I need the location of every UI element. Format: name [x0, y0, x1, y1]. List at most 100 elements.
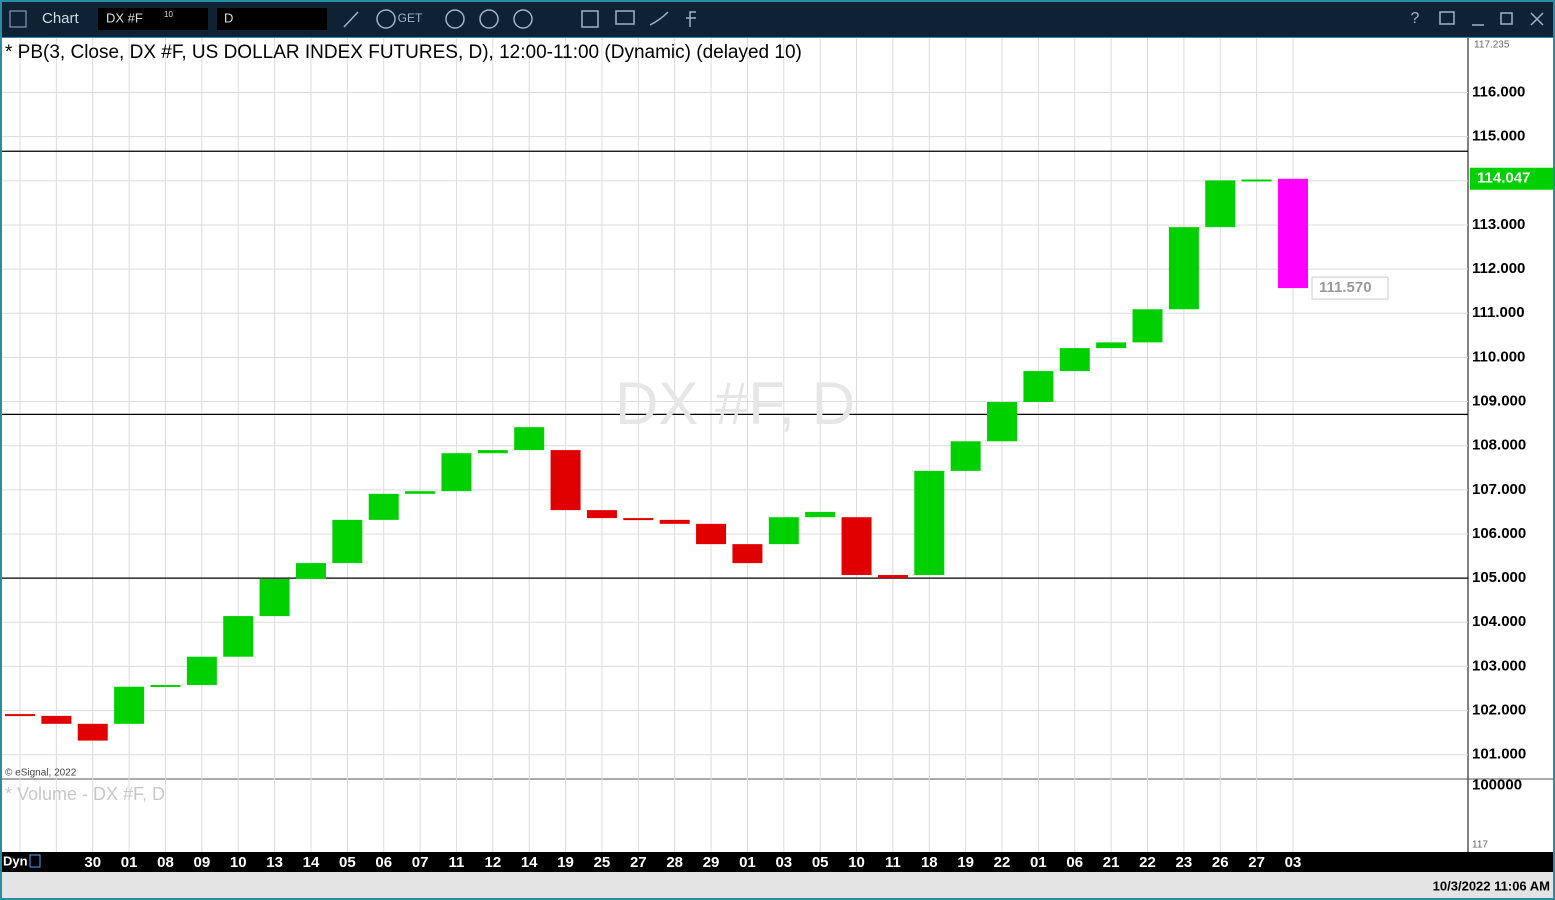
y-tick-label: 104.000 [1472, 613, 1526, 630]
x-tick-label: 13 [266, 854, 283, 871]
last-value-box [1470, 167, 1553, 190]
last-value-label: 114.047 [1477, 170, 1530, 187]
x-tick-label: 06 [375, 854, 392, 871]
study-icon[interactable] [376, 9, 396, 29]
a-icon[interactable] [513, 9, 533, 29]
restore-icon[interactable] [1500, 12, 1513, 25]
get-button[interactable]: GET [398, 11, 423, 25]
x-tick-label: 11 [885, 854, 901, 871]
x-tick-label: 14 [521, 854, 538, 871]
x-tick-label: 06 [1066, 854, 1083, 871]
brick [659, 519, 690, 524]
chart-icon[interactable] [9, 10, 27, 28]
brick [623, 518, 654, 521]
x-tick-label: 14 [303, 854, 320, 871]
brick [5, 714, 35, 717]
plot-area [2, 38, 1468, 852]
mode-label: Dyn [3, 853, 28, 868]
brick [150, 684, 181, 687]
x-tick-label: 01 [121, 854, 138, 871]
symbol-superscript: 10 [164, 10, 173, 19]
comment-icon[interactable] [615, 10, 635, 25]
y-axis-top: 117.235 [1474, 40, 1510, 51]
note-icon[interactable] [581, 10, 599, 28]
tool-icons [343, 9, 1544, 29]
y-tick-label: 101.000 [1472, 746, 1526, 763]
brick [514, 427, 545, 451]
brick [332, 519, 363, 564]
app-label: Chart [42, 10, 80, 27]
x-tick-label: 18 [921, 854, 938, 871]
y-tick-label: 112.000 [1472, 260, 1525, 277]
brick [1168, 227, 1199, 310]
brick [586, 510, 617, 519]
x-tick-label: 27 [1248, 854, 1265, 871]
brick [877, 575, 908, 579]
x-tick-label: 22 [994, 854, 1011, 871]
brick [368, 493, 399, 520]
brick [41, 715, 72, 724]
brick [223, 616, 254, 657]
help-icon[interactable]: ? [1411, 10, 1420, 27]
symbol: DX #F [106, 10, 143, 25]
x-tick-label: 27 [630, 854, 647, 871]
interval: D [224, 10, 233, 25]
x-tick-label: 22 [1139, 854, 1156, 871]
interval-box[interactable] [217, 8, 327, 30]
chart-title: * PB(3, Close, DX #F, US DOLLAR INDEX FU… [5, 42, 802, 63]
x-tick-label: 08 [157, 854, 174, 871]
save-icon[interactable] [1439, 11, 1455, 25]
brick [259, 579, 290, 617]
y-tick-label: 108.000 [1472, 437, 1526, 454]
x-tick-label: 12 [484, 854, 501, 871]
brick [1023, 371, 1054, 402]
x-tick-label: 03 [775, 854, 792, 871]
brick [550, 450, 581, 511]
brick [441, 453, 472, 492]
draw-icon[interactable] [343, 11, 359, 28]
brick [186, 656, 217, 685]
y-tick-label: 107.000 [1472, 481, 1526, 498]
brick [1205, 180, 1236, 228]
status-bar [2, 872, 1553, 898]
x-tick-label: 21 [1103, 854, 1120, 871]
brick [1241, 179, 1272, 182]
x-tick-label: 03 [1285, 854, 1302, 871]
x-tick-label: 19 [957, 854, 974, 871]
brick [1096, 342, 1127, 349]
x-tick-label: 01 [1030, 854, 1047, 871]
copyright: © eSignal, 2022 [5, 768, 77, 779]
y-tick-label: 102.000 [1472, 702, 1526, 719]
y-tick-label: 111.000 [1472, 304, 1525, 321]
timestamp: 10/3/2022 11:06 AM [1433, 878, 1550, 893]
brick [732, 544, 763, 564]
y-tick-label: 105.000 [1472, 569, 1526, 586]
brick [77, 723, 108, 741]
symbol-box[interactable] [98, 8, 208, 30]
x-tick-label: 05 [812, 854, 829, 871]
x-tick-label: 25 [594, 854, 611, 871]
brick [950, 441, 981, 471]
brick [477, 450, 508, 454]
y-tick-label: 106.000 [1472, 525, 1526, 542]
close-icon[interactable] [1530, 12, 1544, 26]
y-tick-label: 110.000 [1472, 348, 1525, 365]
x-tick-label: 10 [230, 854, 247, 871]
b-icon[interactable] [445, 9, 465, 29]
twitter-icon[interactable] [649, 11, 669, 26]
x-tick-label: 26 [1212, 854, 1229, 871]
x-tick-label: 01 [739, 854, 756, 871]
y-tick-label: 115.000 [1472, 128, 1525, 145]
t-icon[interactable] [479, 9, 499, 29]
brick [768, 517, 799, 545]
y-tick-label: 103.000 [1472, 657, 1526, 674]
x-tick-label: 19 [557, 854, 574, 871]
x-tick-label: 11 [449, 854, 465, 871]
x-tick-label: 09 [194, 854, 211, 871]
brick [295, 563, 326, 580]
lock-icon[interactable] [29, 854, 41, 868]
x-tick-label: 29 [703, 854, 720, 871]
watermark: DX #F, D [615, 370, 855, 437]
facebook-icon[interactable] [686, 11, 696, 27]
brick [987, 401, 1018, 442]
